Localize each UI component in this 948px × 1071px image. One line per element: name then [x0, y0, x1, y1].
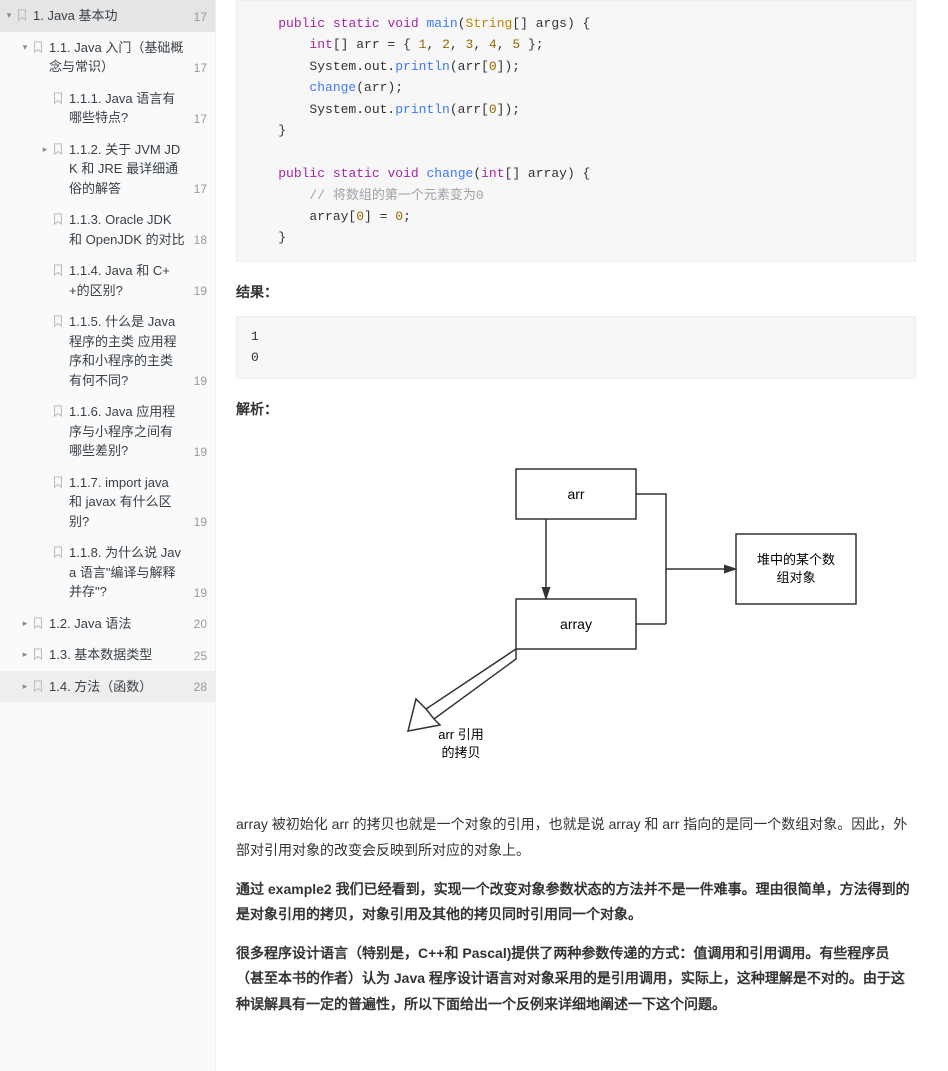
nav-label: 1.4. 方法（函数） [49, 677, 207, 697]
bookmark-icon [33, 41, 43, 53]
sidebar: ▾1. Java 基本功17▾1.1. Java 入门（基础概念与常识）171.… [0, 0, 216, 1071]
nav-count: 19 [194, 584, 207, 602]
bookmark-icon [53, 546, 63, 558]
nav-label: 1.2. Java 语法 [49, 614, 207, 634]
chevron-right-icon: ▸ [20, 682, 30, 692]
nav-count: 19 [194, 443, 207, 461]
nav-label: 1.1.6. Java 应用程序与小程序之间有哪些差别? [69, 402, 207, 461]
bookmark-icon [33, 648, 43, 660]
main-content: public static void main(String[] args) {… [216, 0, 936, 1071]
nav-count: 17 [194, 8, 207, 26]
chevron-down-icon: ▾ [4, 11, 14, 21]
paragraph-1: array 被初始化 arr 的拷贝也就是一个对象的引用，也就是说 array … [236, 812, 916, 862]
paragraph-2: 通过 example2 我们已经看到，实现一个改变对象参数状态的方法并不是一件难… [236, 877, 916, 927]
nav-count: 17 [194, 59, 207, 77]
nav-label: 1.1. Java 入门（基础概念与常识） [49, 38, 207, 77]
nav-item-12[interactable]: ▸ 1.4. 方法（函数）28 [0, 671, 215, 703]
result-label: 结果： [236, 282, 916, 302]
nav-item-10[interactable]: ▸ 1.2. Java 语法20 [0, 608, 215, 640]
nav-label: 1.3. 基本数据类型 [49, 645, 207, 665]
diagram-heap-label2: 组对象 [776, 570, 815, 585]
nav-count: 19 [194, 513, 207, 531]
nav-count: 25 [194, 647, 207, 665]
output-block: 1 0 [236, 316, 916, 380]
bookmark-icon [33, 617, 43, 629]
nav-item-4[interactable]: 1.1.3. Oracle JDK 和 OpenJDK 的对比18 [0, 204, 215, 255]
nav-label: 1.1.4. Java 和 C++的区别? [69, 261, 207, 300]
nav-label: 1.1.7. import java 和 javax 有什么区别? [69, 473, 207, 532]
paragraph-3: 很多程序设计语言（特别是，C++和 Pascal)提供了两种参数传递的方式：值调… [236, 941, 916, 1017]
nav-item-7[interactable]: 1.1.6. Java 应用程序与小程序之间有哪些差别?19 [0, 396, 215, 467]
nav-item-5[interactable]: 1.1.4. Java 和 C++的区别?19 [0, 255, 215, 306]
nav-item-0[interactable]: ▾ 1. Java 基本功17 [0, 0, 215, 32]
nav-label: 1.1.3. Oracle JDK 和 OpenJDK 的对比 [69, 210, 207, 249]
nav-item-6[interactable]: 1.1.5. 什么是 Java 程序的主类 应用程序和小程序的主类有何不同?19 [0, 306, 215, 396]
diagram-copy-label2: 的拷贝 [441, 745, 480, 760]
nav-item-8[interactable]: 1.1.7. import java 和 javax 有什么区别?19 [0, 467, 215, 538]
bookmark-icon [53, 264, 63, 276]
nav-count: 17 [194, 180, 207, 198]
nav-count: 28 [194, 678, 207, 696]
bookmark-icon [53, 476, 63, 488]
bookmark-icon [53, 315, 63, 327]
nav-count: 20 [194, 615, 207, 633]
diagram-array-label: array [560, 616, 592, 632]
nav-item-11[interactable]: ▸ 1.3. 基本数据类型25 [0, 639, 215, 671]
nav-label: 1.1.1. Java 语言有哪些特点? [69, 89, 207, 128]
diagram-copy-label1: arr 引用 [438, 727, 484, 742]
chevron-right-icon: ▸ [20, 650, 30, 660]
chevron-right-icon: ▸ [20, 619, 30, 629]
bookmark-icon [17, 9, 27, 21]
nav-item-2[interactable]: 1.1.1. Java 语言有哪些特点?17 [0, 83, 215, 134]
nav-label: 1.1.2. 关于 JVM JDK 和 JRE 最详细通俗的解答 [69, 140, 207, 199]
chevron-down-icon: ▾ [20, 43, 30, 53]
chevron-right-icon: ▸ [40, 145, 50, 155]
reference-diagram: arr array 堆中的某个数 组对象 arr 引用 的拷贝 [236, 449, 916, 772]
bookmark-icon [53, 405, 63, 417]
nav-item-1[interactable]: ▾ 1.1. Java 入门（基础概念与常识）17 [0, 32, 215, 83]
bookmark-icon [53, 143, 63, 155]
nav-count: 19 [194, 282, 207, 300]
nav-label: 1.1.8. 为什么说 Java 语言"编译与解释并存"? [69, 543, 207, 602]
nav-count: 18 [194, 231, 207, 249]
bookmark-icon [33, 680, 43, 692]
bookmark-icon [53, 92, 63, 104]
nav-label: 1. Java 基本功 [33, 6, 207, 26]
nav-item-9[interactable]: 1.1.8. 为什么说 Java 语言"编译与解释并存"?19 [0, 537, 215, 608]
diagram-arr-label: arr [567, 486, 584, 502]
bookmark-icon [53, 213, 63, 225]
nav-label: 1.1.5. 什么是 Java 程序的主类 应用程序和小程序的主类有何不同? [69, 312, 207, 390]
nav-item-3[interactable]: ▸ 1.1.2. 关于 JVM JDK 和 JRE 最详细通俗的解答17 [0, 134, 215, 205]
nav-count: 17 [194, 110, 207, 128]
diagram-heap-label1: 堆中的某个数 [757, 552, 835, 567]
code-block-main: public static void main(String[] args) {… [236, 0, 916, 262]
analysis-label: 解析： [236, 399, 916, 419]
nav-count: 19 [194, 372, 207, 390]
